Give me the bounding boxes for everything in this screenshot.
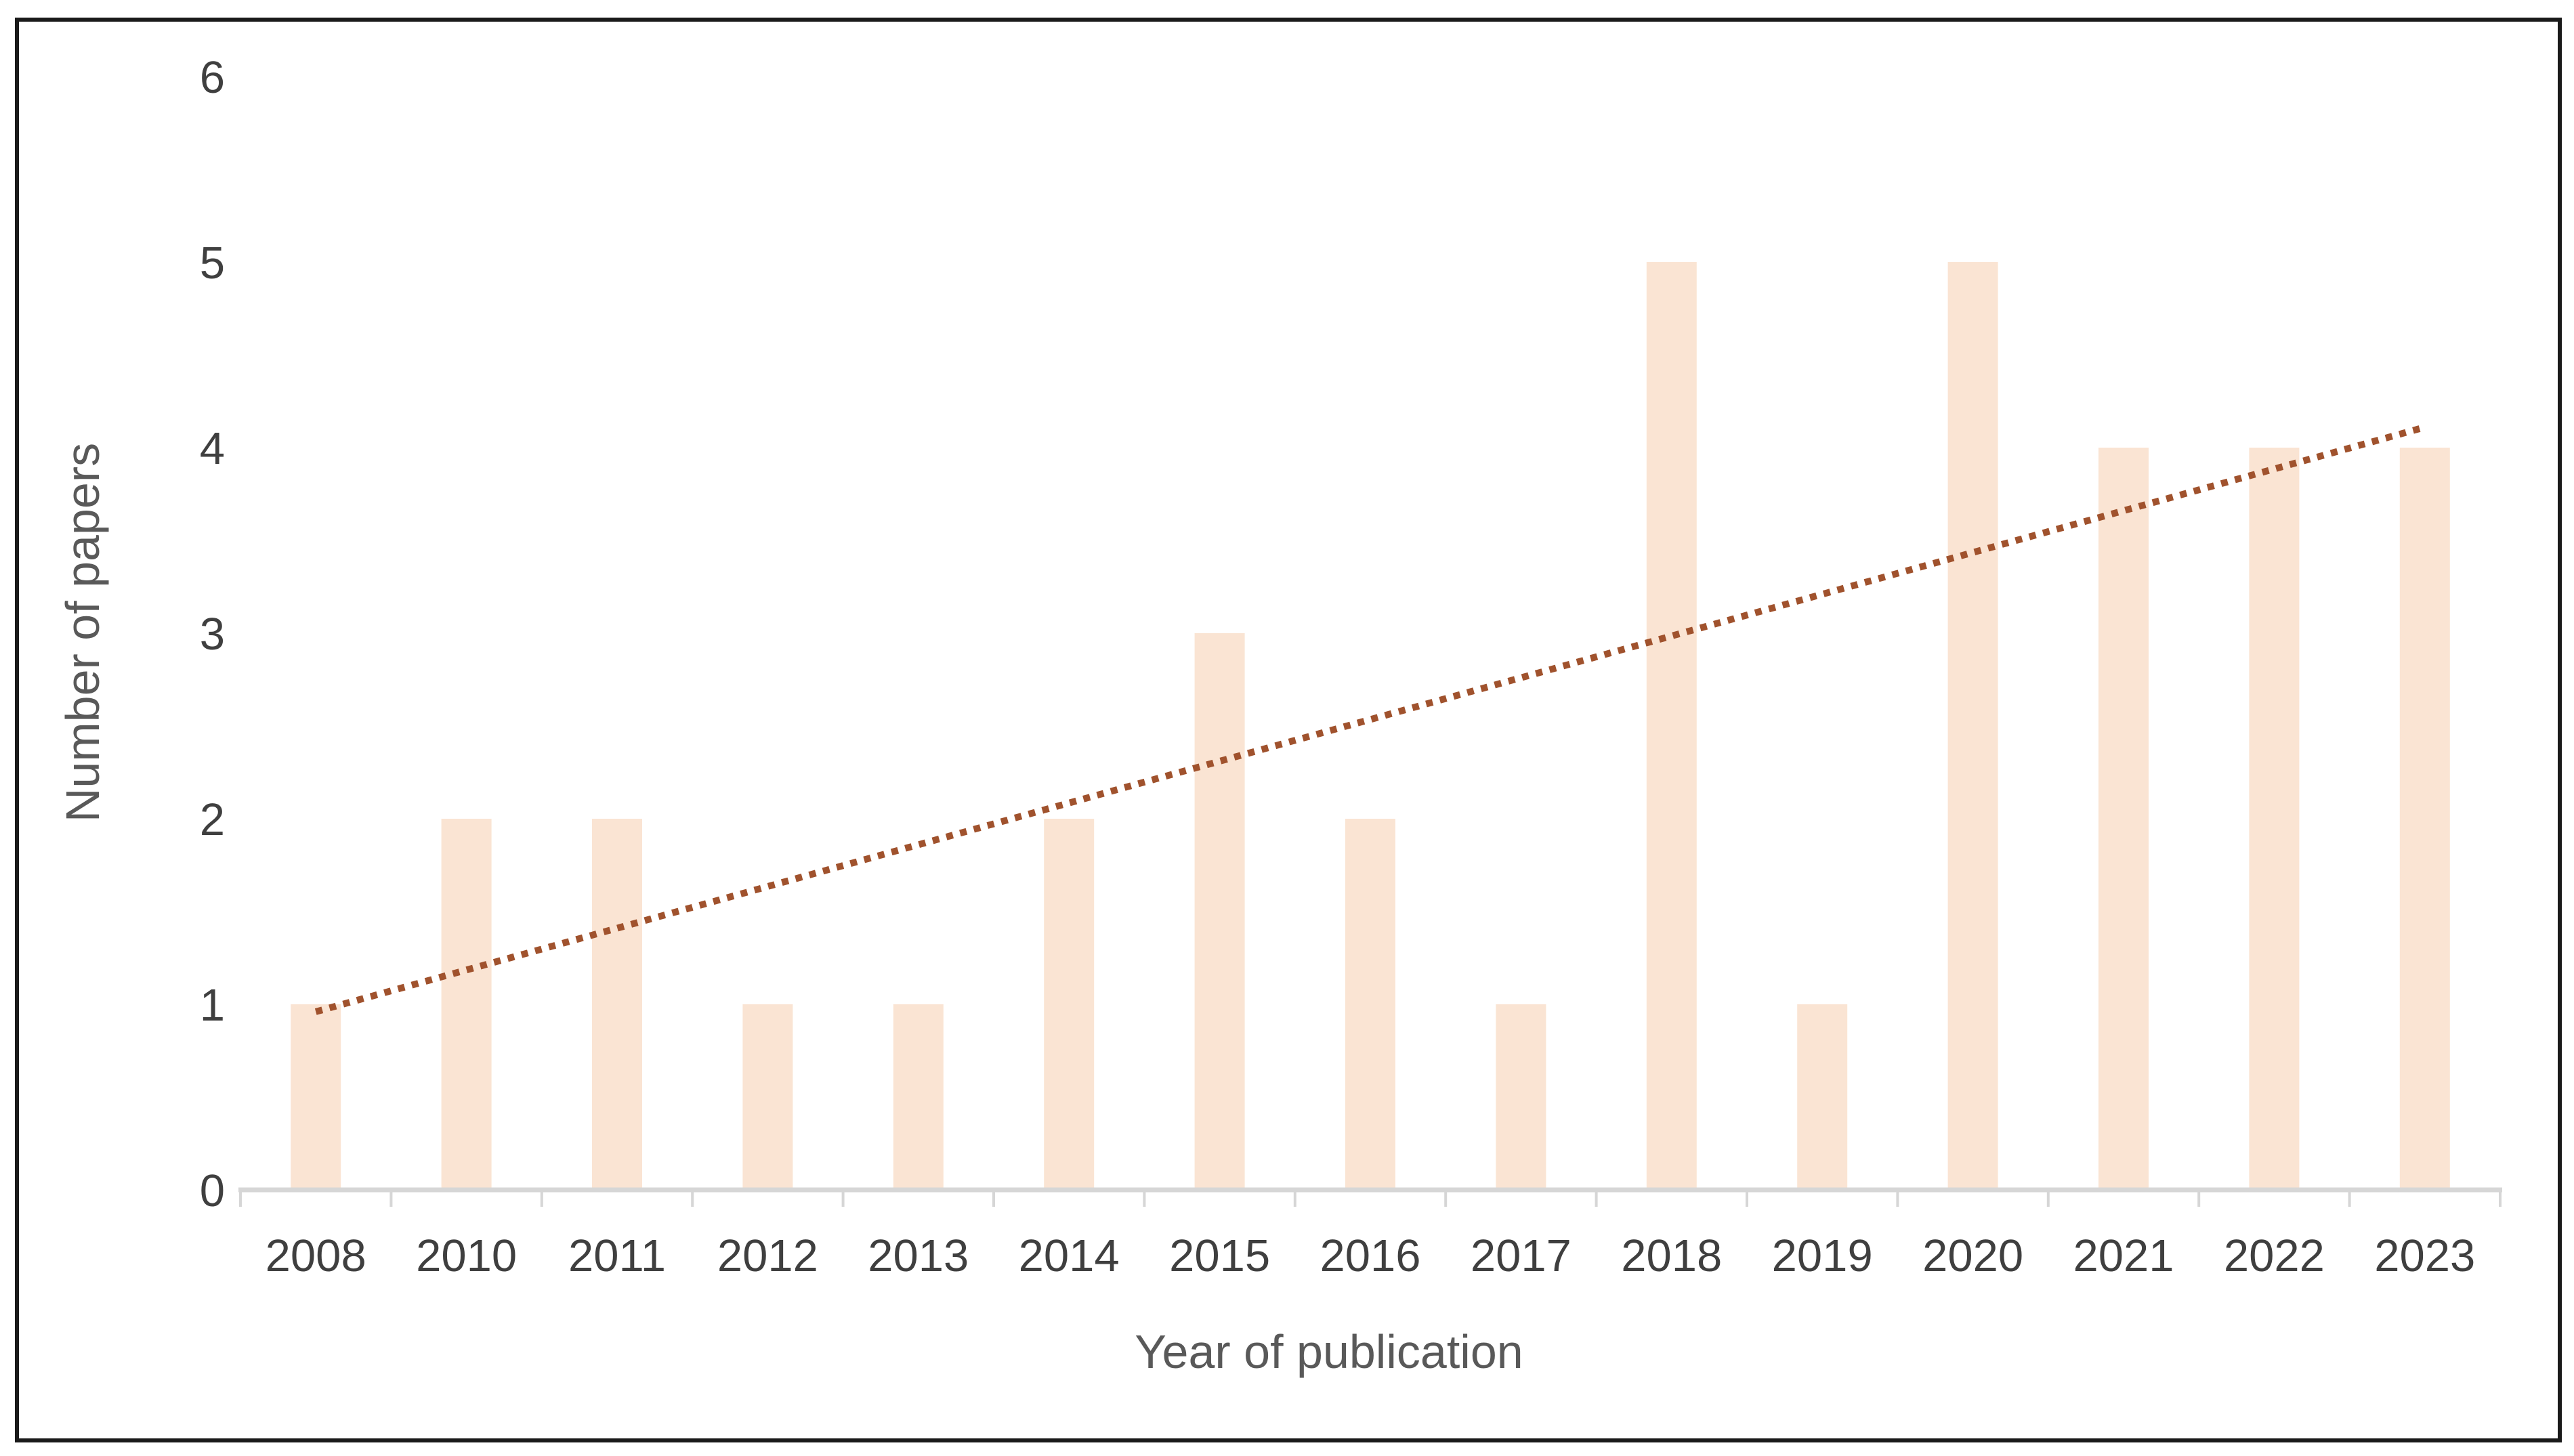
bar-2017 (1496, 1004, 1546, 1190)
y-tick-label-2: 2 (200, 794, 225, 845)
x-tick-label-2020: 2020 (1922, 1230, 2023, 1281)
x-tick-label-2011: 2011 (568, 1230, 666, 1281)
bar-2023 (2399, 448, 2450, 1190)
x-tick-label-2015: 2015 (1169, 1230, 1270, 1281)
bar-2011 (592, 819, 642, 1190)
bar-2008 (291, 1004, 341, 1190)
x-tick-label-2012: 2012 (717, 1230, 818, 1281)
y-tick-label-4: 4 (200, 423, 225, 474)
x-tick-label-2017: 2017 (1471, 1230, 1571, 1281)
y-tick-label-0: 0 (200, 1165, 225, 1216)
bar-2021 (2098, 448, 2149, 1190)
bar-2013 (893, 1004, 944, 1190)
x-tick-label-2016: 2016 (1320, 1230, 1420, 1281)
bar-2019 (1797, 1004, 1848, 1190)
bar-2018 (1646, 262, 1697, 1190)
x-tick-label-2010: 2010 (416, 1230, 517, 1281)
bar-2015 (1194, 633, 1245, 1190)
bar-2022 (2249, 448, 2300, 1190)
y-tick-label-1: 1 (200, 980, 225, 1031)
y-tick-label-6: 6 (200, 52, 225, 103)
x-tick-label-2014: 2014 (1019, 1230, 1120, 1281)
x-tick-label-2022: 2022 (2224, 1230, 2325, 1281)
y-axis-title: Number of papers (56, 442, 109, 823)
y-tick-label-5: 5 (200, 238, 225, 288)
y-tick-label-3: 3 (200, 609, 225, 660)
bar-2010 (441, 819, 492, 1190)
x-tick-label-2018: 2018 (1621, 1230, 1722, 1281)
bar-2020 (1947, 262, 1998, 1190)
bar-2014 (1044, 819, 1095, 1190)
bar-2012 (742, 1004, 793, 1190)
bar-2016 (1345, 819, 1395, 1190)
x-tick-label-2021: 2021 (2073, 1230, 2174, 1281)
trendline (314, 424, 2426, 1015)
x-tick-label-2023: 2023 (2374, 1230, 2475, 1281)
x-axis-title: Year of publication (1135, 1325, 1523, 1378)
x-tick-label-2019: 2019 (1772, 1230, 1873, 1281)
x-tick-label-2008: 2008 (266, 1230, 366, 1281)
x-tick-label-2013: 2013 (868, 1230, 969, 1281)
